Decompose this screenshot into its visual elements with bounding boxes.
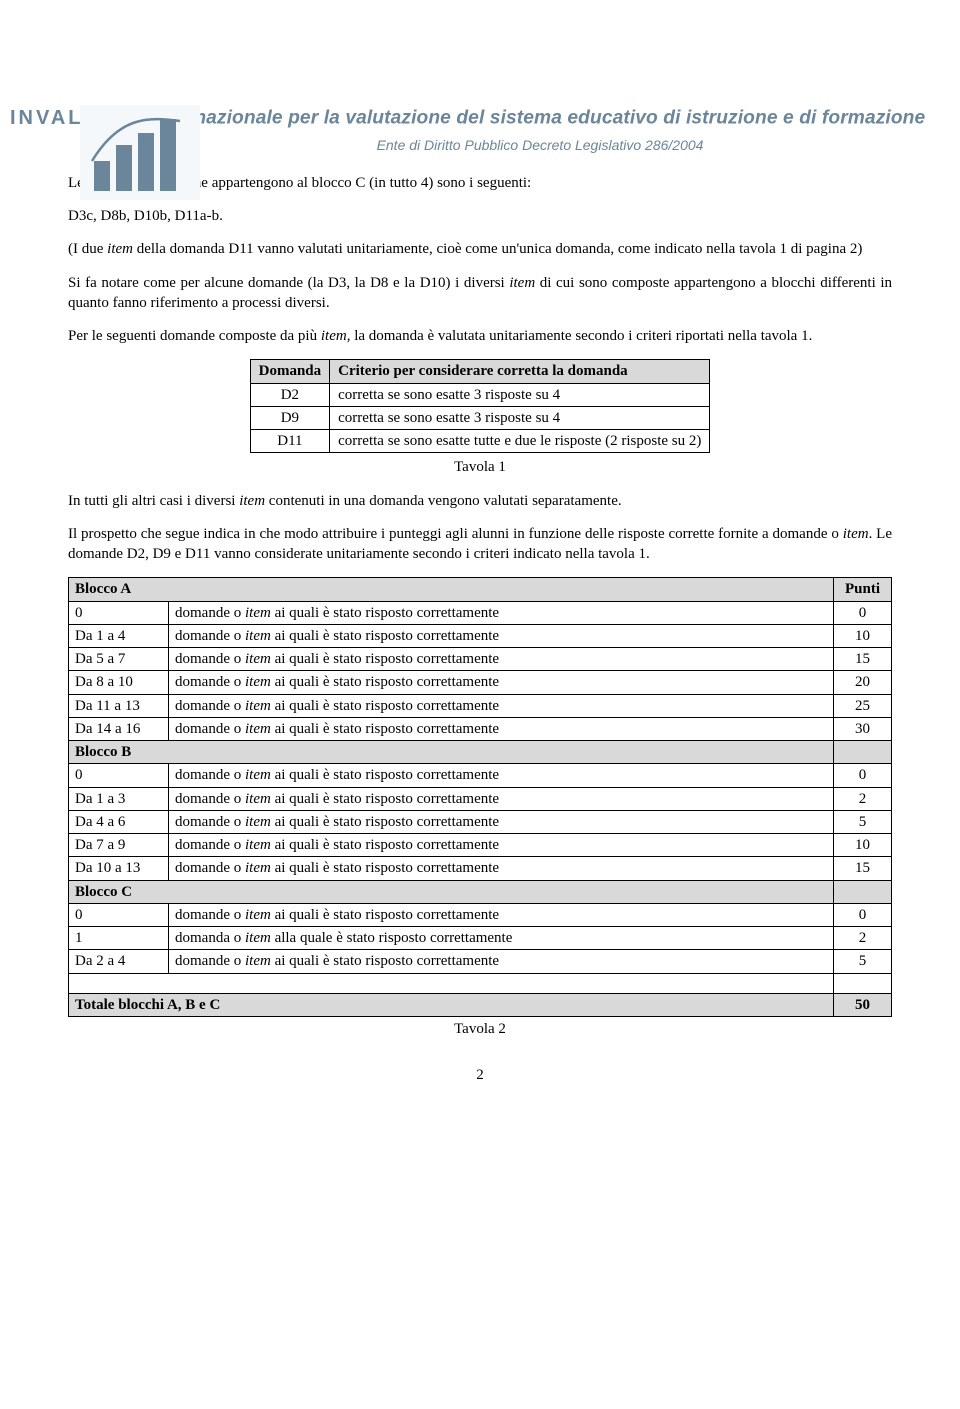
table-row: D11 corretta se sono esatte tutte e due … (250, 430, 710, 453)
paragraph-4: Si fa notare come per alcune domande (la… (68, 273, 892, 314)
table1-header-1: Criterio per considerare corretta la dom… (330, 360, 710, 383)
table-row: 0domande o item ai quali è stato rispost… (69, 764, 892, 787)
header-chart-icon (80, 105, 200, 200)
table-row: Da 1 a 3domande o item ai quali è stato … (69, 787, 892, 810)
table-row: 0domande o item ai quali è stato rispost… (69, 903, 892, 926)
table-row: Da 1 a 4domande o item ai quali è stato … (69, 624, 892, 647)
table1-caption: Tavola 1 (68, 457, 892, 477)
table-row: Da 11 a 13domande o item ai quali è stat… (69, 694, 892, 717)
table2-caption: Tavola 2 (68, 1019, 892, 1039)
table-row: Da 14 a 16domande o item ai quali è stat… (69, 717, 892, 740)
table2-blank-row (69, 973, 892, 993)
table2-total-row: Totale blocchi A, B e C50 (69, 993, 892, 1016)
paragraph-5: Per le seguenti domande composte da più … (68, 326, 892, 346)
table-row: Da 7 a 9domande o item ai quali è stato … (69, 834, 892, 857)
table2-block-header: Blocco C (69, 880, 892, 903)
table-row: 0domande o item ai quali è stato rispost… (69, 601, 892, 624)
page-number: 2 (68, 1065, 892, 1085)
table2-block-header: Blocco APunti (69, 578, 892, 601)
table-row: D2 corretta se sono esatte 3 risposte su… (250, 383, 710, 406)
header-title: Istituto nazionale per la valutazione de… (124, 108, 925, 129)
table-1: Domanda Criterio per considerare corrett… (250, 359, 711, 453)
paragraph-7: Il prospetto che segue indica in che mod… (68, 524, 892, 565)
page-content: Le domande o item che appartengono al bl… (0, 173, 960, 1116)
table-row: Da 5 a 7domande o item ai quali è stato … (69, 648, 892, 671)
table1-header-0: Domanda (250, 360, 330, 383)
table-row: Da 10 a 13domande o item ai quali è stat… (69, 857, 892, 880)
table-row: Da 2 a 4domande o item ai quali è stato … (69, 950, 892, 973)
page-header: INVALSI Istituto nazionale per la valuta… (0, 105, 960, 155)
table-row: Da 8 a 10domande o item ai quali è stato… (69, 671, 892, 694)
table-row: 1domanda o item alla quale è stato rispo… (69, 927, 892, 950)
paragraph-6: In tutti gli altri casi i diversi item c… (68, 491, 892, 511)
table2-block-header: Blocco B (69, 741, 892, 764)
paragraph-2: D3c, D8b, D10b, D11a-b. (68, 206, 892, 226)
paragraph-3: (I due item della domanda D11 vanno valu… (68, 239, 892, 259)
table-row: D9 corretta se sono esatte 3 risposte su… (250, 406, 710, 429)
table-2: Blocco APunti0domande o item ai quali è … (68, 577, 892, 1017)
table-row: Da 4 a 6domande o item ai quali è stato … (69, 810, 892, 833)
